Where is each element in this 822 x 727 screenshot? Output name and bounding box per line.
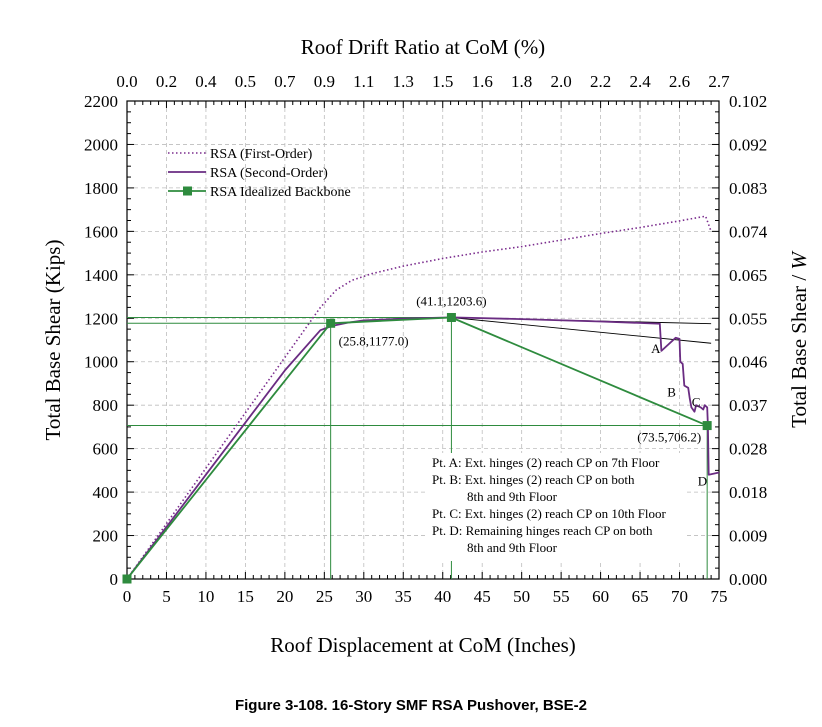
x-tick-label: 20	[276, 587, 293, 606]
y2-tick-label: 0.028	[729, 440, 767, 459]
y-tick-label: 1600	[84, 222, 118, 241]
x-tick-label: 5	[162, 587, 171, 606]
annotation-label: (73.5,706.2)	[637, 430, 701, 445]
note-text: 8th and 9th Floor	[467, 489, 558, 504]
y2-axis-title-symbol: W	[787, 250, 811, 270]
x2-tick-label: 2.7	[708, 72, 730, 91]
pushover-chart: 0 5 10 15 20 25 30 35 40 45 50 55 60 65 70 75 0.0 0.2 0.4 0…	[41, 35, 811, 657]
secant-line	[451, 317, 712, 344]
x-tick-label: 30	[355, 587, 372, 606]
series-line-3	[126, 316, 708, 580]
annotation-label: B	[667, 384, 676, 399]
y2-tick-label: 0.074	[729, 222, 768, 241]
y-tick-label: 1000	[84, 353, 118, 372]
backbone-point-marker	[122, 574, 132, 584]
x-tick-label: 25	[316, 587, 333, 606]
legend-label: RSA Idealized Backbone	[210, 185, 351, 200]
x2-tick-label: 1.1	[353, 72, 374, 91]
annotation-label: D	[698, 474, 707, 489]
series-line-2	[126, 316, 720, 580]
backbone-point-marker	[326, 318, 336, 328]
axis-ticks	[126, 100, 720, 580]
y2-tick-label: 0.083	[729, 179, 767, 198]
y2-tick-label: 0.065	[729, 266, 767, 285]
y2-tick-label: 0.102	[729, 92, 767, 111]
x2-tick-label: 1.6	[472, 72, 493, 91]
annotation-label: C	[692, 394, 701, 409]
y2-tick-label: 0.018	[729, 483, 767, 502]
figure-caption: Figure 3-108. 16-Story SMF RSA Pushover,…	[234, 697, 588, 714]
y-tick-label: 2200	[84, 92, 118, 111]
y-tick-label: 200	[93, 527, 119, 546]
x2-tick-label: 2.0	[551, 72, 572, 91]
y-tick-label: 1800	[84, 179, 118, 198]
x-tick-label: 60	[592, 587, 609, 606]
x-tick-label: 75	[711, 587, 728, 606]
note-text: 8th and 9th Floor	[467, 540, 558, 555]
legend-label: RSA (Second-Order)	[210, 166, 328, 181]
x-tick-label: 40	[434, 587, 451, 606]
x2-tick-label: 2.4	[629, 72, 651, 91]
notes-background	[428, 453, 686, 561]
annotation-label: (25.8,1177.0)	[339, 333, 409, 348]
y-tick-label: 1400	[84, 266, 118, 285]
x2-tick-label: 0.2	[156, 72, 177, 91]
x-tick-label: 65	[632, 587, 649, 606]
y-tick-label: 800	[93, 396, 119, 415]
legend-label: RSA (First-Order)	[210, 147, 313, 162]
y2-tick-label: 0.000	[729, 570, 767, 589]
y2-tick-label: 0.055	[729, 309, 767, 328]
series-line-1	[126, 215, 712, 580]
note-text: Pt. C: Ext. hinges (2) reach CP on 10th …	[432, 506, 667, 521]
y-axis-title: Total Base Shear (Kips)	[41, 240, 65, 441]
y2-tick-label: 0.046	[729, 353, 767, 372]
y2-axis-title: Total Base Shear / W	[787, 250, 811, 428]
x-axis-title: Roof Displacement at CoM (Inches)	[270, 633, 576, 657]
note-text: Pt. A: Ext. hinges (2) reach CP on 7th F…	[432, 455, 660, 470]
y-tick-label: 1200	[84, 309, 118, 328]
x-tick-label: 10	[197, 587, 214, 606]
y-tick-label: 0	[110, 570, 119, 589]
annotation-label: (41.1,1203.6)	[416, 293, 486, 308]
y2-tick-label: 0.009	[729, 527, 767, 546]
y-tick-label: 400	[93, 483, 119, 502]
x-tick-label: 50	[513, 587, 530, 606]
x-tick-label: 45	[474, 587, 491, 606]
backbone-point-marker	[702, 421, 712, 431]
legend-marker	[183, 186, 192, 196]
y2-tick-label: 0.037	[729, 396, 768, 415]
x2-tick-label: 0.0	[116, 72, 137, 91]
note-text: Pt. B: Ext. hinges (2) reach CP on both	[432, 472, 635, 487]
y2-axis-title-text: Total Base Shear /	[787, 270, 811, 428]
x2-tick-label: 1.8	[511, 72, 532, 91]
x-tick-label: 55	[553, 587, 570, 606]
x-tick-label: 35	[395, 587, 412, 606]
x2-tick-label: 0.4	[195, 72, 217, 91]
x2-tick-label: 1.3	[393, 72, 414, 91]
x2-tick-label: 1.5	[432, 72, 453, 91]
y-tick-label: 2000	[84, 135, 118, 154]
annotation-label: A	[651, 341, 661, 356]
backbone-point-marker	[446, 312, 456, 322]
x2-axis-title: Roof Drift Ratio at CoM (%)	[301, 35, 545, 59]
note-text: Pt. D: Remaining hinges reach CP on both	[432, 523, 653, 538]
x2-tick-label: 0.5	[235, 72, 256, 91]
x2-tick-label: 0.7	[274, 72, 296, 91]
y2-tick-label: 0.092	[729, 135, 767, 154]
x-tick-label: 15	[237, 587, 254, 606]
x-tick-label: 70	[671, 587, 688, 606]
x2-tick-label: 2.6	[669, 72, 690, 91]
x2-tick-label: 0.9	[314, 72, 335, 91]
x2-tick-label: 2.2	[590, 72, 611, 91]
y-tick-label: 600	[93, 440, 119, 459]
x-tick-label: 0	[123, 587, 132, 606]
